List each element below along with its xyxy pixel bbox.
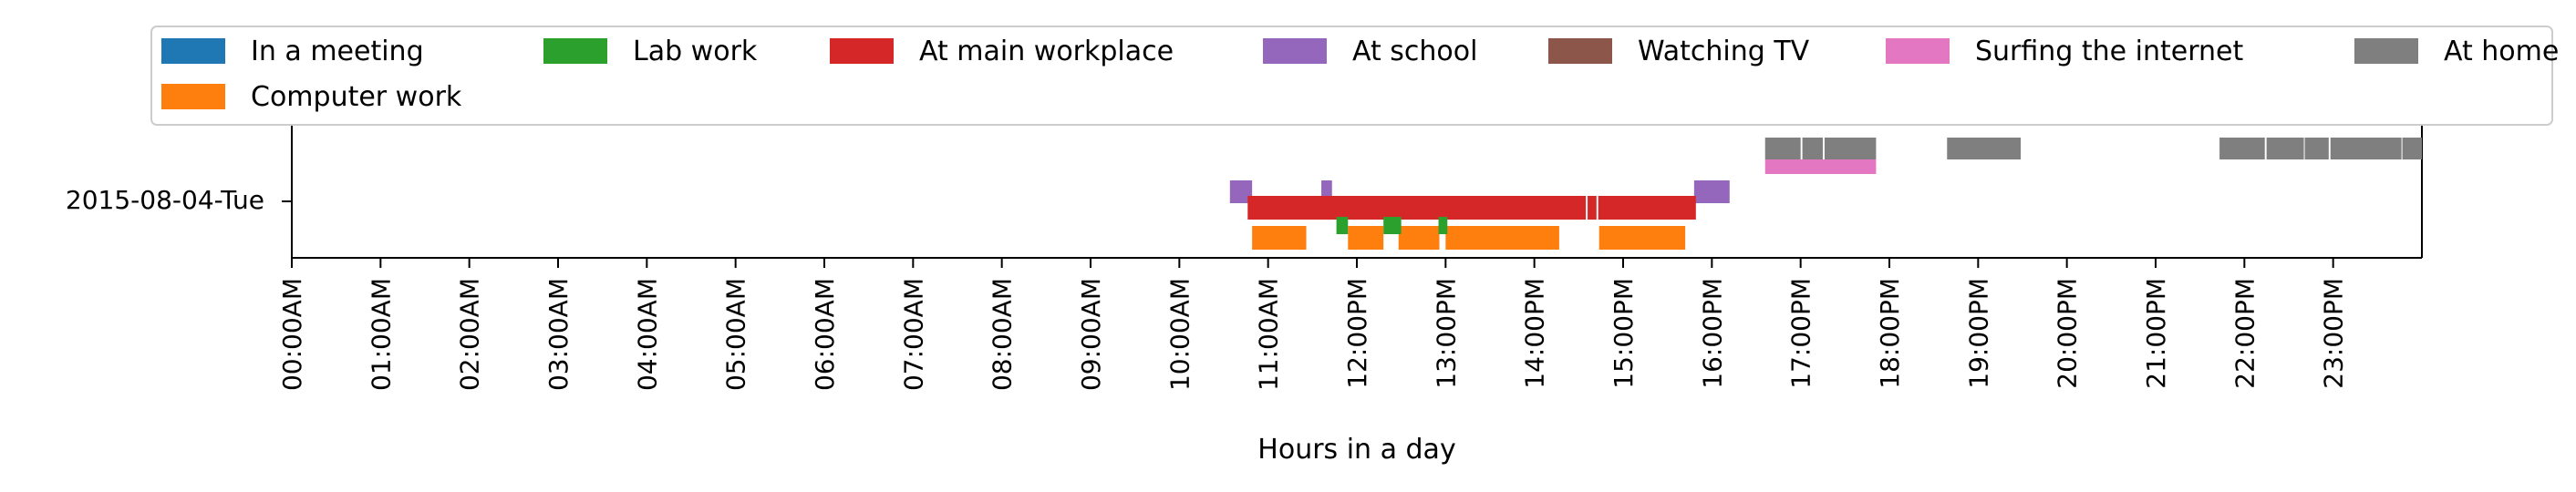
- legend-item-in-a-meeting: In a meeting: [161, 36, 424, 67]
- bar-at-home: [1824, 138, 1877, 159]
- legend-swatch: [1886, 38, 1950, 64]
- bar-computer-work: [1348, 226, 1384, 250]
- legend-label: Watching TV: [1638, 36, 1810, 67]
- legend-item-at-main-workplace: At main workplace: [830, 36, 1174, 67]
- x-tick-label: 21:00PM: [2141, 278, 2171, 389]
- x-tick-label: 15:00PM: [1609, 278, 1639, 389]
- bar-at-main-workplace: [1598, 196, 1696, 220]
- legend-swatch: [2354, 38, 2418, 64]
- x-tick-label: 09:00AM: [1076, 278, 1106, 391]
- bar-lab-work: [1383, 217, 1402, 234]
- bar-computer-work: [1598, 226, 1686, 250]
- legend: In a meeting Computer work Lab work At main…: [150, 26, 2559, 126]
- x-tick-label: 10:00AM: [1164, 278, 1195, 391]
- x-tick-label: 16:00PM: [1697, 278, 1727, 389]
- legend-swatch: [161, 38, 225, 64]
- legend-frame: [150, 26, 2553, 126]
- bar-at-main-workplace: [1588, 196, 1597, 220]
- activity-bars: [1229, 138, 2422, 250]
- x-tick-label: 12:00PM: [1342, 278, 1372, 389]
- legend-label: Lab work: [633, 36, 758, 67]
- legend-label: In a meeting: [251, 36, 424, 67]
- bar-lab-work: [1438, 217, 1448, 234]
- bar-at-main-workplace: [1247, 196, 1587, 220]
- bar-at-home: [1764, 138, 1801, 159]
- x-tick-label: 11:00AM: [1254, 278, 1284, 391]
- legend-label: At school: [1352, 36, 1477, 67]
- bar-at-home: [1947, 138, 2022, 159]
- x-axis: 00:00AM 01:00AM 02:00AM 03:00AM 04:00AM 05:00…: [277, 258, 2349, 391]
- bar-at-home: [2219, 138, 2265, 159]
- legend-swatch: [830, 38, 894, 64]
- plot-area: 2015-08-04-Tue 00:00AM 01:00AM 02:00AM 03:0…: [66, 126, 2423, 466]
- x-tick-label: 01:00AM: [366, 278, 396, 391]
- legend-label: At home: [2444, 36, 2559, 67]
- x-tick-label: 07:00AM: [898, 278, 928, 391]
- y-axis: 2015-08-04-Tue: [66, 185, 292, 215]
- legend-label: Computer work: [251, 81, 462, 113]
- bar-at-home: [2402, 138, 2422, 159]
- legend-swatch: [1548, 38, 1612, 64]
- legend-items: In a meeting Computer work Lab work At main…: [161, 36, 2559, 113]
- x-tick-label: 13:00PM: [1431, 278, 1461, 389]
- legend-item-lab-work: Lab work: [543, 36, 758, 67]
- bar-computer-work: [1398, 226, 1440, 250]
- x-tick-label: 04:00AM: [632, 278, 662, 391]
- bar-computer-work: [1445, 226, 1559, 250]
- x-axis-label: Hours in a day: [1257, 434, 1455, 466]
- legend-swatch: [161, 84, 225, 109]
- x-tick-label: 00:00AM: [277, 278, 307, 391]
- x-tick-label: 06:00AM: [810, 278, 840, 391]
- legend-swatch: [1263, 38, 1327, 64]
- x-tick-label: 08:00AM: [988, 278, 1018, 391]
- x-tick-label: 22:00PM: [2229, 278, 2260, 389]
- legend-item-computer-work: Computer work: [161, 81, 462, 113]
- bar-at-home: [2266, 138, 2304, 159]
- legend-label: Surfing the internet: [1975, 36, 2243, 67]
- bar-at-home: [2330, 138, 2402, 159]
- bar-at-school: [1321, 180, 1332, 203]
- bar-surfing-the-internet: [1764, 159, 1877, 174]
- bar-at-home: [2304, 138, 2329, 159]
- x-tick-label: 23:00PM: [2319, 278, 2349, 389]
- bar-lab-work: [1336, 217, 1349, 234]
- x-tick-label: 02:00AM: [455, 278, 485, 391]
- y-tick-label: 2015-08-04-Tue: [66, 185, 264, 215]
- x-tick-label: 14:00PM: [1520, 278, 1550, 389]
- legend-item-at-school: At school: [1263, 36, 1477, 67]
- x-tick-label: 19:00PM: [1963, 278, 1993, 389]
- bar-at-home: [1802, 138, 1823, 159]
- x-tick-label: 17:00PM: [1786, 278, 1816, 389]
- legend-swatch: [543, 38, 607, 64]
- bar-computer-work: [1252, 226, 1307, 250]
- x-tick-label: 05:00AM: [721, 278, 751, 391]
- x-tick-label: 03:00AM: [543, 278, 574, 391]
- x-tick-label: 20:00PM: [2053, 278, 2083, 389]
- legend-item-surfing-the-internet: Surfing the internet: [1886, 36, 2243, 67]
- x-tick-label: 18:00PM: [1875, 278, 1905, 389]
- legend-label: At main workplace: [919, 36, 1174, 67]
- bar-at-school: [1693, 180, 1730, 203]
- legend-item-at-home: At home: [2354, 36, 2559, 67]
- legend-item-watching-tv: Watching TV: [1548, 36, 1810, 67]
